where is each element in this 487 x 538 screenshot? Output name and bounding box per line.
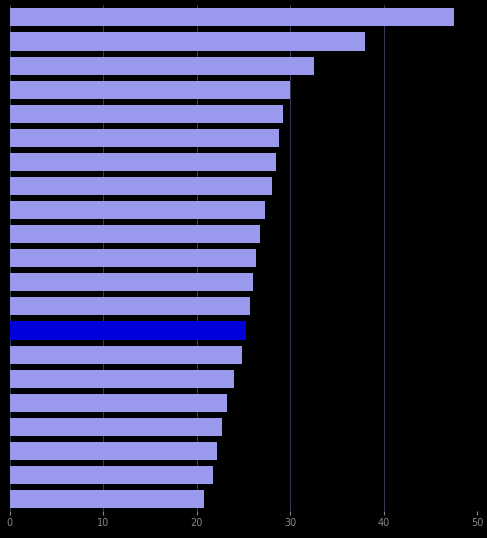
Bar — [10, 105, 283, 123]
Bar — [10, 442, 217, 460]
Bar — [10, 32, 365, 51]
Bar — [10, 249, 256, 267]
Bar — [10, 466, 213, 484]
Bar — [10, 129, 279, 147]
Bar — [10, 81, 290, 98]
Bar — [10, 225, 261, 243]
Bar — [10, 298, 250, 315]
Bar — [10, 201, 265, 219]
Bar — [10, 9, 454, 26]
Bar — [10, 345, 242, 364]
Bar — [10, 177, 272, 195]
Bar — [10, 370, 234, 388]
Bar — [10, 153, 276, 171]
Bar — [10, 490, 204, 508]
Bar — [10, 321, 246, 339]
Bar — [10, 394, 226, 412]
Bar — [10, 418, 222, 436]
Bar — [10, 273, 253, 292]
Bar — [10, 56, 314, 75]
